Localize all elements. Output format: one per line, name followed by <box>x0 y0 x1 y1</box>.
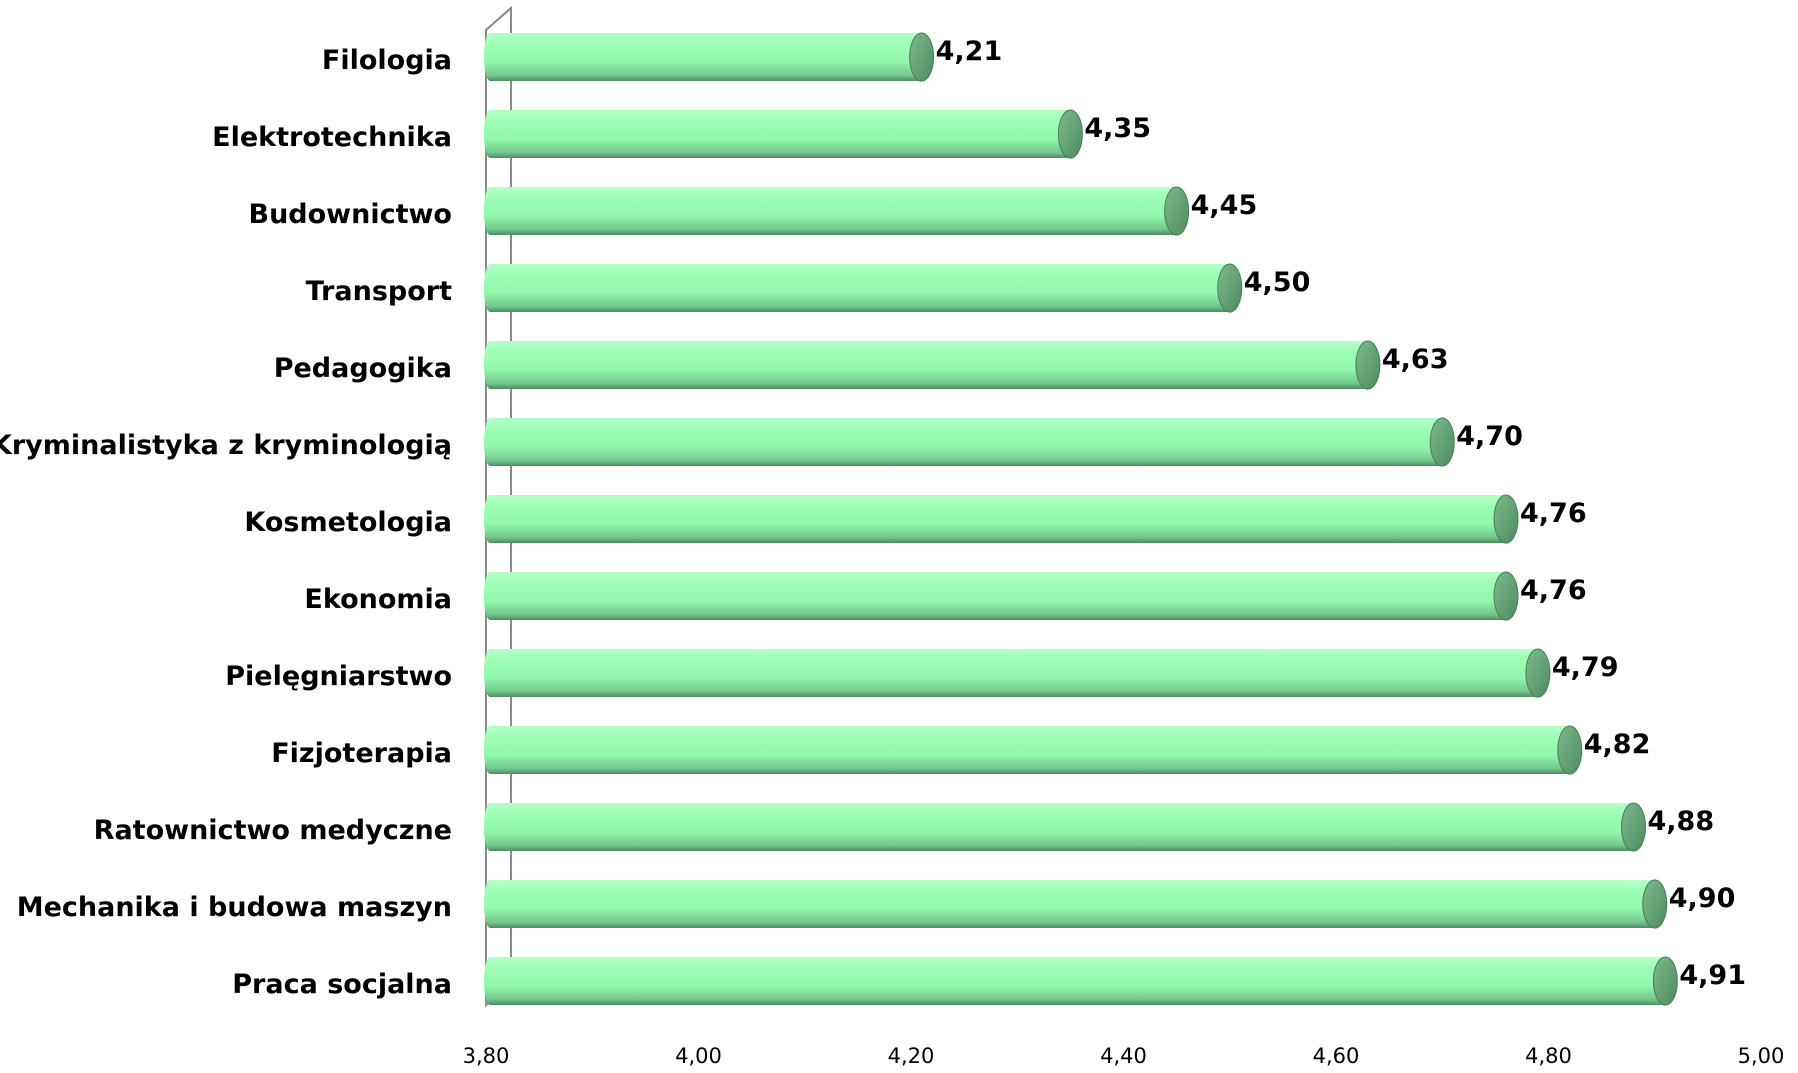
data-label: 4,79 <box>1552 652 1619 683</box>
data-label: 4,88 <box>1648 806 1715 837</box>
bar-cap <box>1429 417 1455 467</box>
bar <box>484 879 1668 929</box>
data-label: 4,70 <box>1456 421 1523 452</box>
bar-body <box>484 187 1177 235</box>
bar <box>484 109 1083 159</box>
category-label: Elektrotechnika <box>212 122 452 153</box>
bars-layer <box>484 32 1678 1006</box>
bar-body <box>484 880 1655 928</box>
data-label: 4,91 <box>1679 960 1746 991</box>
bar <box>484 571 1519 621</box>
data-label: 4,76 <box>1520 498 1587 529</box>
x-tick-label: 5,00 <box>1738 1044 1785 1068</box>
data-label: 4,21 <box>936 36 1003 67</box>
bar <box>484 648 1551 698</box>
category-label: Pedagogika <box>274 353 452 384</box>
bar-cap <box>1557 725 1583 775</box>
data-label: 4,76 <box>1520 575 1587 606</box>
bar-body <box>484 572 1506 620</box>
bar-body <box>484 726 1570 774</box>
category-label: Filologia <box>322 45 452 76</box>
category-label: Ratownictwo medyczne <box>94 815 452 846</box>
category-label: Pielęgniarstwo <box>225 661 452 692</box>
bar <box>484 186 1190 236</box>
bar <box>484 494 1519 544</box>
bar-cap <box>1642 879 1668 929</box>
bar-body <box>484 418 1443 466</box>
bar-cap <box>1621 802 1646 852</box>
bar <box>484 263 1243 313</box>
bar <box>484 417 1455 467</box>
bar-body <box>484 957 1666 1005</box>
x-tick-label: 3,80 <box>463 1044 510 1068</box>
bar <box>484 802 1646 852</box>
bar-body <box>484 110 1071 158</box>
category-label: Fizjoterapia <box>271 738 452 769</box>
bar-body <box>484 264 1230 312</box>
category-label: Mechanika i budowa maszyn <box>17 892 452 923</box>
x-tick-label: 4,80 <box>1525 1044 1572 1068</box>
data-label: 4,50 <box>1244 267 1311 298</box>
bar <box>484 725 1583 775</box>
bar <box>484 956 1678 1006</box>
data-label: 4,90 <box>1669 883 1736 914</box>
category-label: Transport <box>306 276 452 307</box>
bar-cap <box>1493 494 1519 544</box>
bar <box>484 340 1381 390</box>
bar-body <box>484 495 1506 543</box>
data-label: 4,82 <box>1584 729 1651 760</box>
category-label: Budownictwo <box>248 199 452 230</box>
bar-cap <box>1525 648 1551 698</box>
x-tick-label: 4,00 <box>675 1044 722 1068</box>
data-label: 4,45 <box>1191 190 1258 221</box>
x-tick-label: 4,40 <box>1100 1044 1147 1068</box>
bar-cap <box>1493 571 1519 621</box>
bar-cap <box>1652 956 1678 1006</box>
bar-cap <box>1057 109 1083 159</box>
category-label: Praca socjalna <box>232 969 452 1000</box>
category-label: Kosmetologia <box>244 507 452 538</box>
bar-body <box>484 803 1634 851</box>
labels-layer: Filologia 4,21 Elektrotechnika 4,35 Budownic… <box>0 36 1746 1000</box>
bar-cap <box>909 32 935 82</box>
bar-body <box>484 649 1538 697</box>
x-tick-label: 4,20 <box>888 1044 935 1068</box>
bar-body <box>484 33 922 81</box>
bar-cap <box>1164 186 1190 236</box>
bar <box>484 32 935 82</box>
bar-body <box>484 341 1368 389</box>
data-label: 4,35 <box>1084 113 1151 144</box>
bar-cap <box>1355 340 1381 390</box>
x-axis-ticks: 3,80 4,00 4,20 4,40 4,60 4,80 5,00 <box>463 1044 1785 1068</box>
bar-cap <box>1217 263 1243 313</box>
category-label: Kryminalistyka z kryminologią <box>0 430 452 461</box>
data-label: 4,63 <box>1382 344 1449 375</box>
category-label: Ekonomia <box>304 584 452 615</box>
x-tick-label: 4,60 <box>1313 1044 1360 1068</box>
